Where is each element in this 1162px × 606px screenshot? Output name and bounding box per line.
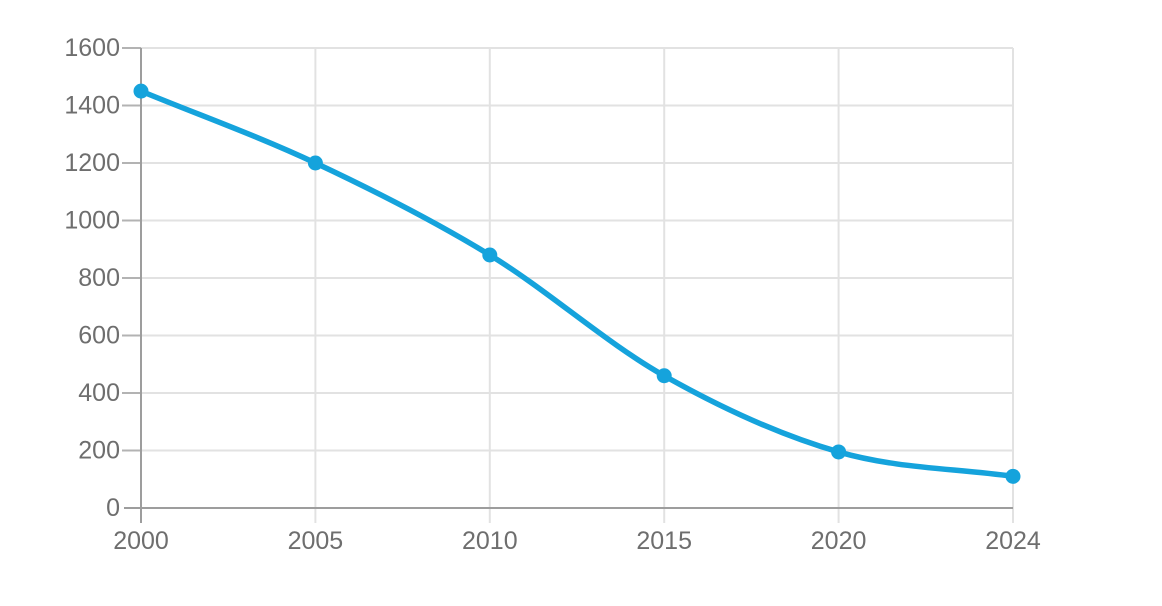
series-line	[138, 88, 1016, 480]
x-axis-tick-label: 2010	[462, 527, 518, 555]
y-axis-tick-label: 0	[106, 494, 120, 522]
y-axis-tick-label: 600	[78, 322, 120, 350]
y-axis-tick-label: 200	[78, 437, 120, 465]
x-axis-tick-label: 2024	[985, 527, 1041, 555]
y-axis-tick-label: 1400	[64, 92, 120, 120]
data-point-marker	[656, 368, 672, 384]
data-point-marker	[482, 247, 498, 263]
y-axis-tick-label: 1600	[64, 34, 120, 62]
data-point-marker	[1005, 468, 1021, 484]
x-axis-tick-label: 2015	[636, 527, 692, 555]
x-axis-tick-label: 2005	[288, 527, 344, 555]
y-axis-tick-label: 400	[78, 379, 120, 407]
data-point-marker	[831, 444, 847, 460]
y-axis-tick-label: 800	[78, 264, 120, 292]
x-axis-tick-label: 2000	[113, 527, 169, 555]
data-point-marker	[307, 155, 323, 171]
data-point-marker	[133, 83, 149, 99]
y-axis-tick-label: 1200	[64, 149, 120, 177]
y-axis-tick-label: 1000	[64, 207, 120, 235]
x-axis-tick-label: 2020	[811, 527, 867, 555]
